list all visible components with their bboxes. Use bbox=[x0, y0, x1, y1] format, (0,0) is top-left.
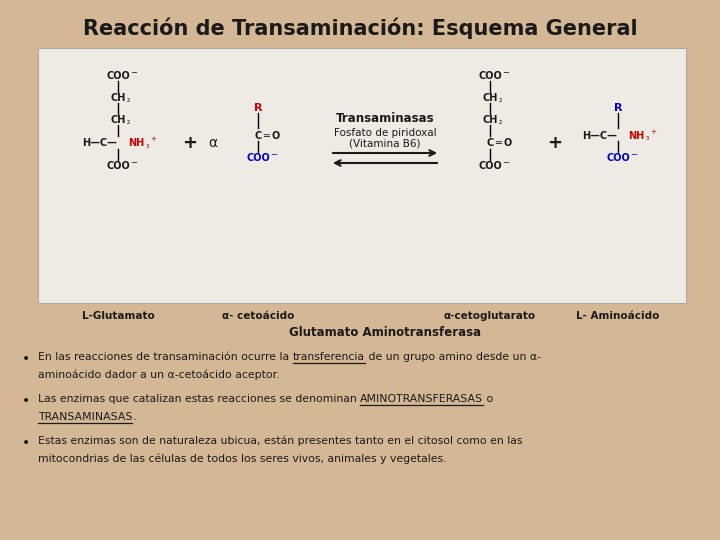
Text: COO: COO bbox=[478, 161, 502, 171]
Text: −: − bbox=[130, 69, 138, 78]
Text: ═: ═ bbox=[263, 131, 269, 141]
Text: CH: CH bbox=[110, 93, 126, 103]
Text: En las reacciones de transaminación ocurre la: En las reacciones de transaminación ocur… bbox=[38, 352, 292, 362]
Text: COO: COO bbox=[246, 153, 270, 163]
Text: Reacción de Transaminación: Esquema General: Reacción de Transaminación: Esquema Gene… bbox=[83, 17, 637, 39]
Text: ═: ═ bbox=[495, 138, 501, 148]
Text: ₂: ₂ bbox=[127, 118, 130, 126]
Text: R: R bbox=[613, 103, 622, 113]
Text: Las enzimas que catalizan estas reacciones se denominan: Las enzimas que catalizan estas reaccion… bbox=[38, 394, 360, 404]
Text: C: C bbox=[254, 131, 261, 141]
Text: ₂: ₂ bbox=[127, 96, 130, 105]
Text: Fosfato de piridoxal: Fosfato de piridoxal bbox=[333, 128, 436, 138]
Text: +: + bbox=[547, 134, 562, 152]
Text: CH: CH bbox=[482, 93, 498, 103]
Text: C: C bbox=[487, 138, 494, 148]
Text: ₃: ₃ bbox=[645, 133, 649, 143]
Text: •: • bbox=[22, 394, 30, 408]
Text: −: − bbox=[503, 159, 510, 167]
Text: H—C—: H—C— bbox=[83, 138, 117, 148]
Text: .: . bbox=[132, 412, 136, 422]
Text: COO: COO bbox=[106, 161, 130, 171]
Text: •: • bbox=[22, 436, 30, 450]
Text: Glutamato Aminotransferasa: Glutamato Aminotransferasa bbox=[289, 326, 481, 339]
Text: O: O bbox=[504, 138, 512, 148]
Text: Estas enzimas son de naturaleza ubicua, están presentes tanto en el citosol como: Estas enzimas son de naturaleza ubicua, … bbox=[38, 436, 523, 447]
Text: mitocondrias de las células de todos los seres vivos, animales y vegetales.: mitocondrias de las células de todos los… bbox=[38, 454, 446, 464]
Text: +: + bbox=[150, 136, 156, 142]
Text: H—C—: H—C— bbox=[582, 131, 618, 141]
Bar bbox=[38, 48, 686, 303]
Text: α: α bbox=[208, 136, 217, 150]
Text: +: + bbox=[650, 129, 656, 135]
Text: AMINOTRANSFERASAS: AMINOTRANSFERASAS bbox=[360, 394, 483, 404]
Text: transferencia: transferencia bbox=[292, 352, 364, 362]
Text: −: − bbox=[271, 151, 277, 159]
Text: de un grupo amino desde un α-: de un grupo amino desde un α- bbox=[364, 352, 541, 362]
Text: •: • bbox=[22, 352, 30, 366]
Text: aminoácido dador a un α-cetoácido aceptor.: aminoácido dador a un α-cetoácido acepto… bbox=[38, 370, 279, 381]
Text: COO: COO bbox=[478, 71, 502, 81]
Text: ₃: ₃ bbox=[145, 140, 148, 150]
Text: −: − bbox=[503, 69, 510, 78]
Text: α-cetoglutarato: α-cetoglutarato bbox=[444, 311, 536, 321]
Text: +: + bbox=[182, 134, 197, 152]
Text: −: − bbox=[130, 159, 138, 167]
Text: COO: COO bbox=[106, 71, 130, 81]
Text: (Vitamina B6): (Vitamina B6) bbox=[349, 138, 420, 148]
Text: CH: CH bbox=[482, 115, 498, 125]
Text: L- Aminoácido: L- Aminoácido bbox=[576, 311, 660, 321]
Text: TRANSAMINASAS: TRANSAMINASAS bbox=[38, 412, 132, 422]
Text: CH: CH bbox=[110, 115, 126, 125]
Text: ₂: ₂ bbox=[498, 118, 502, 126]
Text: α- cetoácido: α- cetoácido bbox=[222, 311, 294, 321]
Text: L-Glutamato: L-Glutamato bbox=[81, 311, 154, 321]
Text: Transaminasas: Transaminasas bbox=[336, 111, 434, 125]
Text: O: O bbox=[272, 131, 280, 141]
Text: NH: NH bbox=[128, 138, 144, 148]
Text: o: o bbox=[483, 394, 493, 404]
Text: NH: NH bbox=[628, 131, 644, 141]
Text: COO: COO bbox=[606, 153, 630, 163]
Text: −: − bbox=[631, 151, 637, 159]
Text: R: R bbox=[253, 103, 262, 113]
Text: ₂: ₂ bbox=[498, 96, 502, 105]
